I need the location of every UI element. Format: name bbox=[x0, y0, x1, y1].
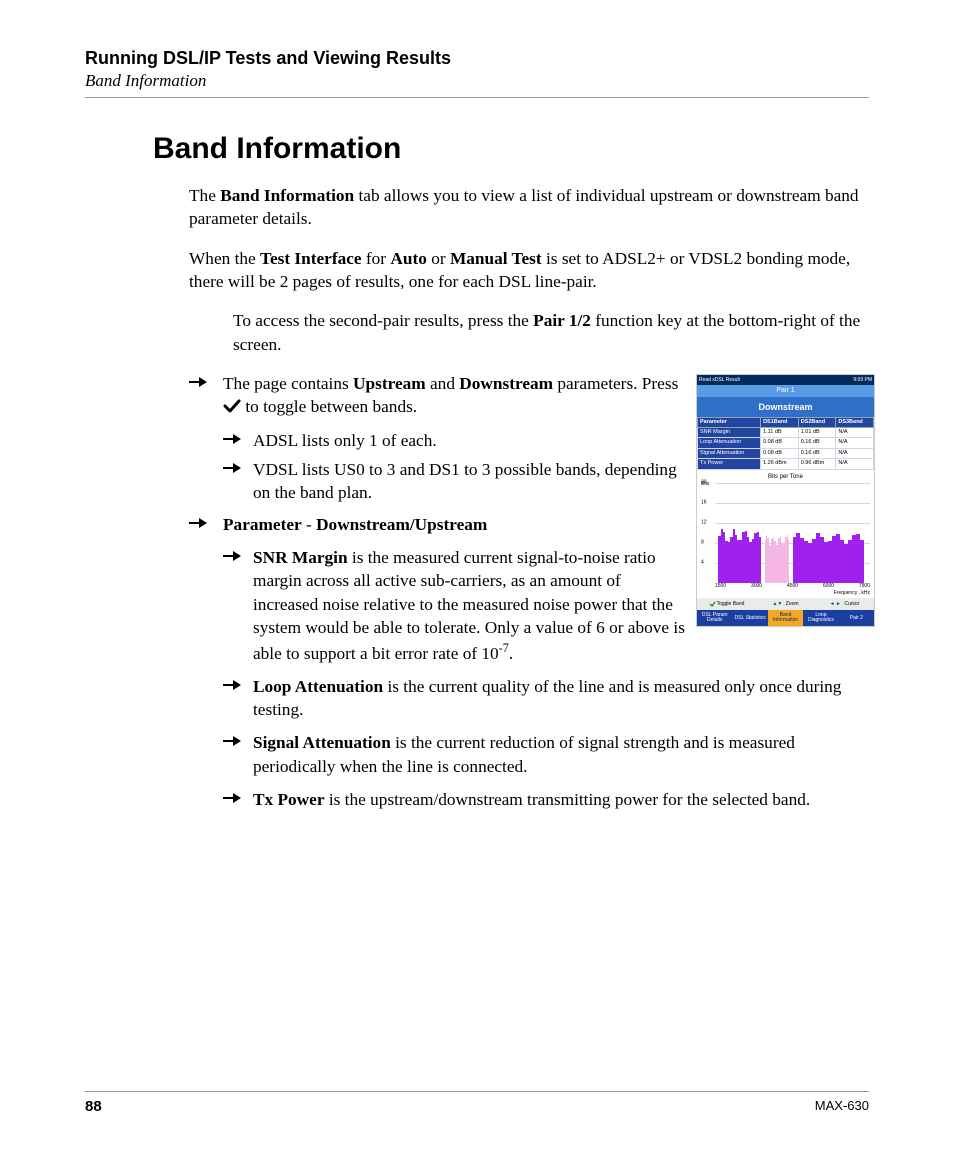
ss-time: 9:09 PM bbox=[853, 377, 872, 384]
section-breadcrumb: Band Information bbox=[85, 71, 869, 91]
chapter-title: Running DSL/IP Tests and Viewing Results bbox=[85, 48, 869, 69]
ss-chart: Bits 20161284 bbox=[715, 483, 870, 583]
ss-xaxis: 15003000450060007500 bbox=[715, 583, 870, 590]
ss-pair-label: Pair 1 bbox=[697, 385, 874, 396]
arrow-icon bbox=[223, 546, 253, 664]
intro-paragraph-1: The Band Information tab allows you to v… bbox=[189, 184, 875, 231]
ss-xlabel: Frequency , kHz bbox=[697, 590, 870, 597]
sub-bullet-vdsl: VDSL lists US0 to 3 and DS1 to 3 possibl… bbox=[223, 458, 688, 505]
ss-direction: Downstream bbox=[697, 397, 874, 417]
bullet-parameter: Parameter - Downstream/Upstream bbox=[189, 513, 688, 536]
ss-tabs: DSL Param Details DSL Statistics Band In… bbox=[697, 610, 874, 626]
arrow-icon bbox=[223, 429, 253, 452]
arrow-icon bbox=[223, 675, 253, 722]
page-footer: 88 MAX-630 bbox=[85, 1091, 869, 1115]
intro-paragraph-2: When the Test Interface for Auto or Manu… bbox=[189, 247, 875, 294]
model-label: MAX-630 bbox=[815, 1098, 869, 1115]
header-rule bbox=[85, 97, 869, 98]
device-screenshot: Read xDSL Result 9:09 PM Pair 1 Downstre… bbox=[696, 374, 875, 627]
ss-title: Read xDSL Result bbox=[699, 377, 740, 384]
sub-bullet-signal-att: Signal Attenuation is the current reduct… bbox=[223, 731, 875, 778]
arrow-icon bbox=[223, 731, 253, 778]
check-icon bbox=[223, 397, 241, 416]
intro-paragraph-3: To access the second-pair results, press… bbox=[233, 309, 875, 356]
arrow-icon bbox=[223, 788, 253, 811]
bullet-upstream-downstream: The page contains Upstream and Downstrea… bbox=[189, 372, 688, 419]
page-title: Band Information bbox=[153, 132, 869, 166]
ss-chart-title: Bits per Tone bbox=[697, 470, 874, 481]
sub-bullet-snr: SNR Margin is the measured current signa… bbox=[223, 546, 688, 664]
sub-bullet-tx-power: Tx Power is the upstream/downstream tran… bbox=[223, 788, 875, 811]
arrow-icon bbox=[223, 458, 253, 505]
sub-bullet-adsl: ADSL lists only 1 of each. bbox=[223, 429, 688, 452]
ss-softkeys: Toggle Band ▲▼ Zoom ◄ ► Cursor bbox=[697, 598, 874, 610]
page-number: 88 bbox=[85, 1098, 102, 1115]
arrow-icon bbox=[189, 513, 223, 536]
sub-bullet-loop-att: Loop Attenuation is the current quality … bbox=[223, 675, 875, 722]
arrow-icon bbox=[189, 372, 223, 419]
ss-param-table: Parameter DS1Band DS2Band DS3Band SNR Ma… bbox=[697, 417, 874, 470]
